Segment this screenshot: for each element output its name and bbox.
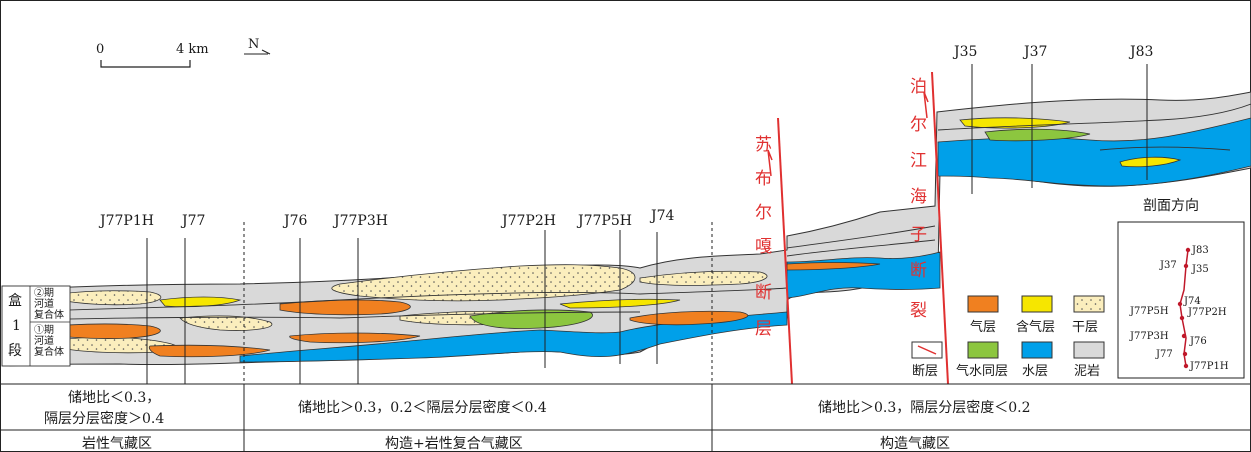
- fault-char: 泊: [910, 77, 927, 97]
- criteria-text: 储地比＞0.3，0.2＜隔层分层密度＜0.4: [298, 399, 547, 416]
- fault-line: [931, 71, 949, 385]
- water-layer: [239, 311, 788, 363]
- fault-char: 苏: [755, 135, 772, 155]
- legend-label: 干层: [1072, 320, 1098, 335]
- fault-char: 布: [755, 169, 772, 189]
- channel-lower: ①期: [34, 324, 54, 336]
- criteria-text: 储地比＞0.3，隔层分层密度＜0.2: [818, 399, 1031, 416]
- legend-label: 气水同层: [956, 363, 1008, 379]
- legend-swatch-gas-water: [967, 341, 999, 359]
- gas-bearing-layer: [959, 117, 1071, 129]
- fault-char: 子: [910, 225, 927, 245]
- inset-label: J77P2H: [1187, 307, 1227, 318]
- north-arrow-icon: [244, 49, 271, 55]
- legend-label: 泥岩: [1074, 364, 1100, 379]
- member-char: 1: [12, 318, 21, 334]
- dry-layer: [639, 270, 768, 286]
- gas-bearing-layer: [1119, 156, 1182, 168]
- member-label: 盒 1 段 ②期 河道 复合体 ①期 河道 复合体: [1, 285, 71, 367]
- dry-layer: [59, 290, 162, 306]
- inset-label: J77: [1155, 349, 1173, 360]
- gas-layer: [289, 332, 421, 344]
- strata-lines: [9, 103, 1251, 321]
- fault-char: 断: [755, 283, 772, 303]
- legend-swatch-water: [1021, 341, 1053, 359]
- fault-char: 裂: [910, 301, 927, 321]
- section-trace: [1179, 249, 1189, 367]
- fault-char: 尔: [755, 203, 772, 223]
- channel-lower: 河道: [34, 334, 54, 347]
- legend: 气层 含气层 干层 断层 气水同层 水层 泥岩: [911, 295, 1105, 379]
- fault-char: 江: [910, 151, 927, 171]
- fault-char: 尔: [910, 115, 927, 135]
- fault-label-subuergai: 苏 布 尔 嘎 断 层: [755, 135, 772, 339]
- fault-line: [777, 117, 793, 385]
- gas-water-layer: [984, 128, 1091, 142]
- scale-zero: 0: [96, 42, 104, 57]
- well-label: J77P2H: [500, 213, 556, 229]
- inset-label: J37: [1159, 260, 1177, 271]
- gas-water-layer: [469, 309, 593, 329]
- wells: J77P1H J77 J76 J77P3H J77P2H J77P5H J74 …: [98, 44, 1153, 384]
- inset-label: J77P3H: [1129, 331, 1169, 342]
- fault-label-boerjianghaizi: 泊 尔 江 海 子 断 裂: [910, 77, 927, 321]
- legend-swatch-gas-bearing: [1021, 295, 1053, 313]
- fault-arrow-icon: [767, 149, 773, 177]
- member-char: 盒: [8, 292, 22, 309]
- channel-upper: 河道: [34, 297, 54, 310]
- well-label: J76: [282, 213, 308, 229]
- scale-max: 4 km: [176, 42, 209, 57]
- legend-label: 含气层: [1016, 319, 1055, 335]
- fault-arrow-icon: [923, 91, 929, 119]
- fault-char: 断: [910, 261, 927, 281]
- dry-layer: [179, 315, 273, 331]
- inset-label: J83: [1191, 245, 1209, 256]
- scale-line: [100, 60, 191, 68]
- north-arrow: N: [244, 37, 271, 55]
- gas-layer: [786, 262, 881, 271]
- section-direction-inset: J83 J37 J35 J74 J77P5H J77P2H J77P3H J76…: [1117, 221, 1245, 379]
- legend-label: 气层: [970, 319, 996, 335]
- legend-label: 断层: [912, 364, 938, 379]
- fault-char: 海: [910, 187, 927, 207]
- well-label: J74: [649, 208, 675, 224]
- channel-lower: 复合体: [34, 345, 64, 358]
- inset-label: J77P5H: [1129, 306, 1169, 317]
- gas-layer: [148, 344, 271, 358]
- legend-swatch-mudstone: [1073, 341, 1105, 359]
- legend-fault-arrow-icon: [917, 345, 937, 355]
- well-label: J37: [1022, 44, 1047, 60]
- well-label: J83: [1128, 44, 1153, 60]
- member-char: 段: [8, 343, 22, 359]
- north-label: N: [248, 37, 259, 52]
- fault-char: 层: [755, 319, 772, 339]
- well-label: J77P1H: [98, 213, 154, 229]
- inset-label: J35: [1191, 264, 1209, 275]
- legend-swatch-gas: [967, 295, 999, 313]
- criteria-text: 隔层分层密度＞0.4: [44, 410, 164, 427]
- inset-label: J74: [1183, 296, 1201, 307]
- well-label: J77P3H: [332, 213, 388, 229]
- zone-label: 岩性气藏区: [82, 436, 152, 452]
- inset-label: J76: [1189, 336, 1207, 347]
- gas-layer: [629, 310, 749, 326]
- legend-swatch-dry: [1073, 295, 1105, 313]
- legend-label: 水层: [1022, 364, 1048, 379]
- well-label: J77: [180, 213, 205, 229]
- inset-label: J77P1H: [1189, 361, 1229, 372]
- fault-char: 嘎: [755, 237, 772, 257]
- criteria-table: 储地比＜0.3， 隔层分层密度＞0.4 储地比＞0.3，0.2＜隔层分层密度＜0…: [0, 383, 1251, 452]
- channel-upper: ②期: [34, 287, 54, 299]
- zone-label: 构造气藏区: [880, 436, 950, 452]
- well-label: J77P5H: [576, 213, 632, 229]
- scale-bar: 0 4 km: [96, 42, 209, 68]
- channel-upper: 复合体: [34, 308, 64, 321]
- criteria-text: 储地比＜0.3，: [68, 390, 160, 406]
- zone-label: 构造+岩性复合气藏区: [385, 435, 523, 452]
- well-label: J35: [952, 44, 977, 60]
- inset-title: 剖面方向: [1143, 198, 1199, 214]
